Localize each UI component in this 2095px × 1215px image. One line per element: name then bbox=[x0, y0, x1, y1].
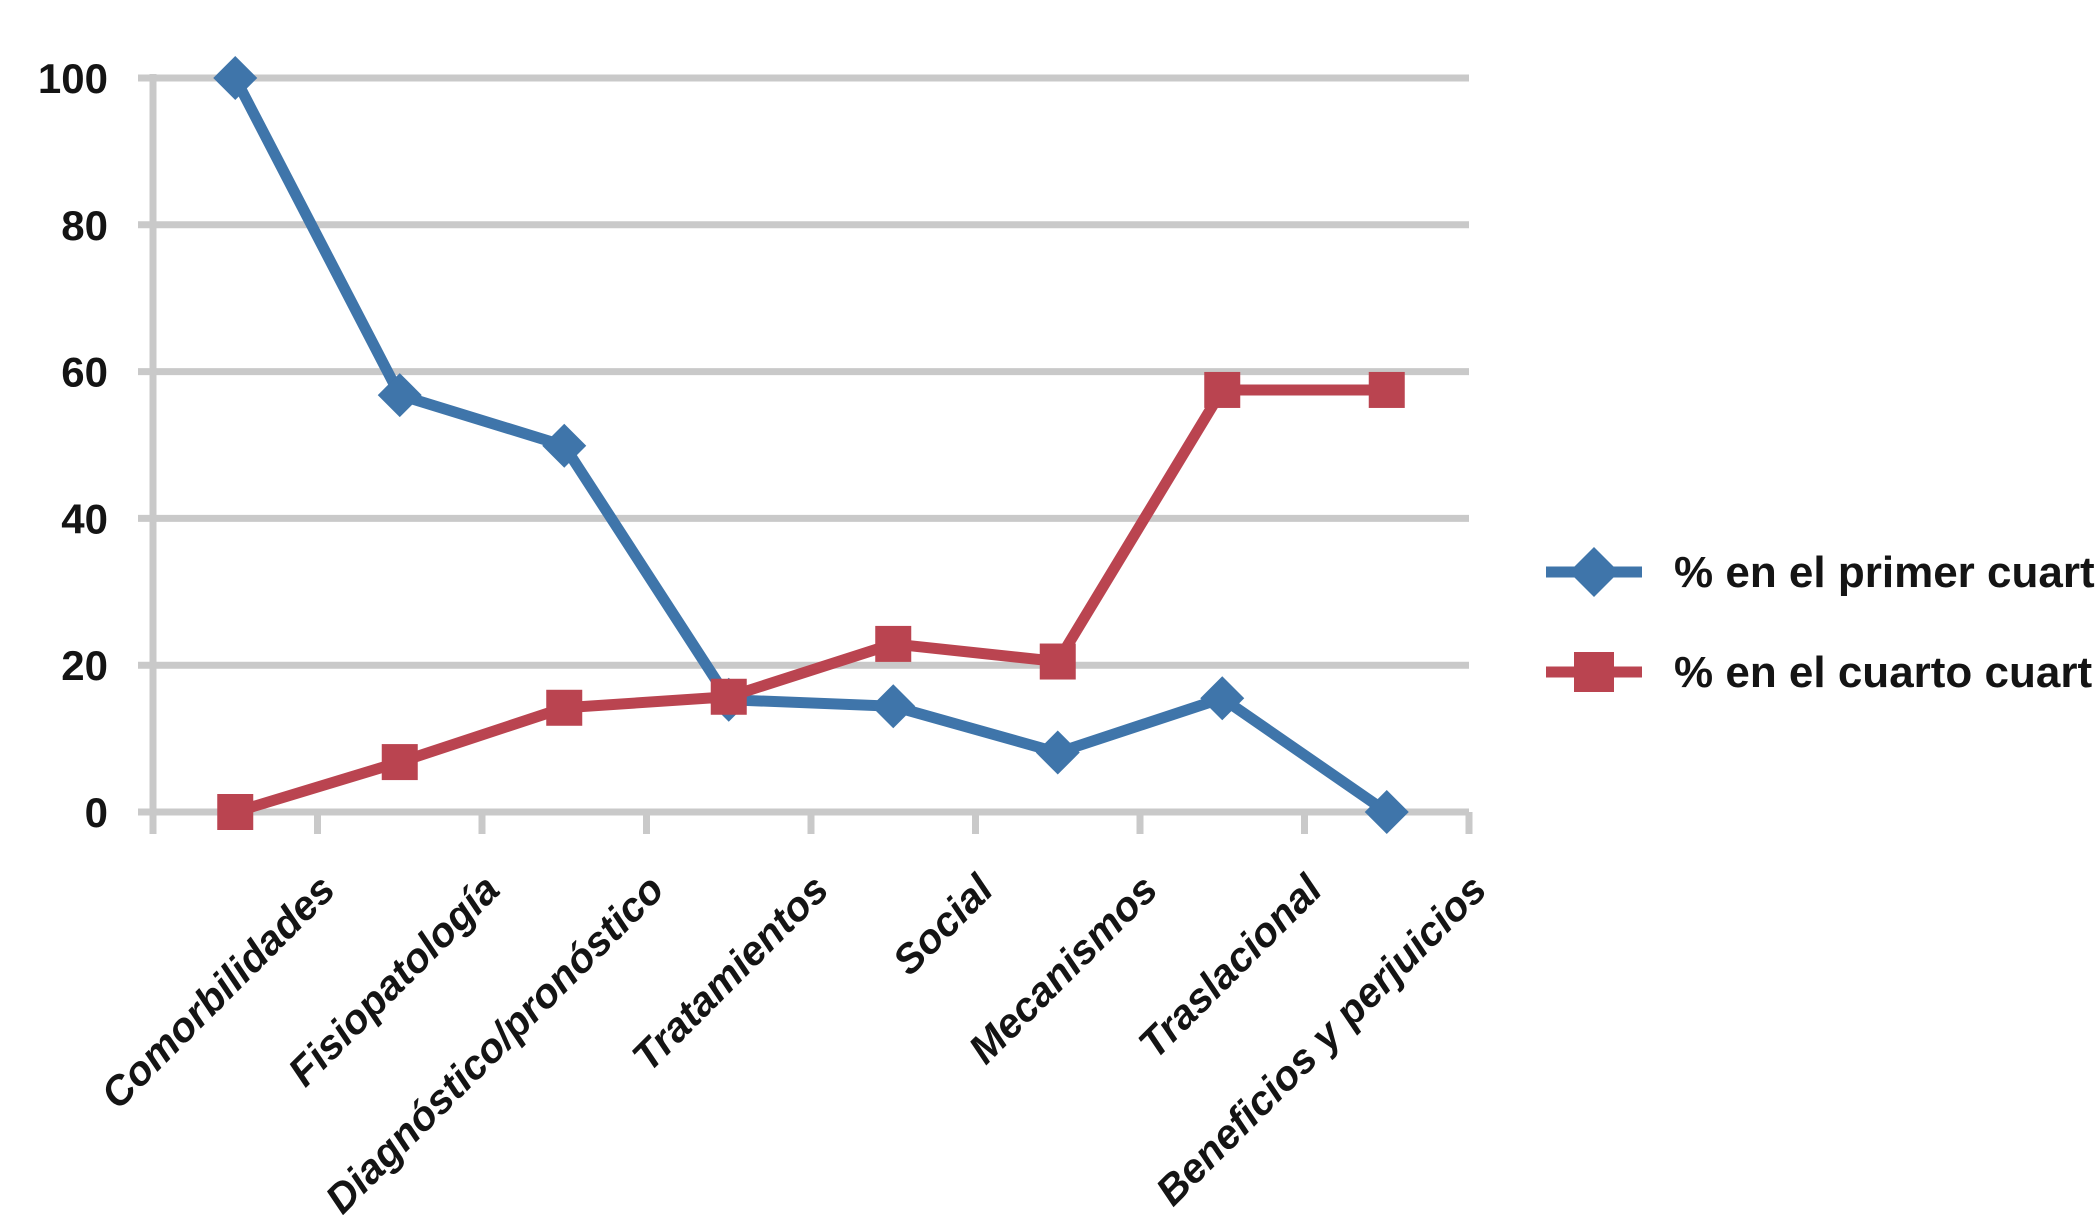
x-axis-category-label: Beneficios y perjuicios bbox=[1147, 866, 1495, 1214]
y-axis-tick-label: 100 bbox=[38, 55, 108, 102]
data-point-marker bbox=[875, 625, 912, 662]
data-point-marker bbox=[1039, 643, 1076, 680]
legend-label: % en el cuarto cuartil bbox=[1674, 648, 2095, 697]
legend-item: % en el cuarto cuartil bbox=[1546, 648, 2095, 697]
data-point-marker bbox=[1035, 730, 1080, 775]
series-line bbox=[233, 384, 1387, 818]
series-line bbox=[230, 75, 1390, 817]
y-axis-tick-label: 60 bbox=[61, 349, 108, 396]
data-point-marker bbox=[546, 689, 583, 726]
x-axis-category-label: Social bbox=[884, 865, 1003, 984]
diamond-marker-icon bbox=[1569, 547, 1619, 597]
legend-label: % en el primer cuartil bbox=[1674, 548, 2095, 597]
data-point-marker bbox=[1204, 371, 1241, 408]
y-axis-tick-label: 20 bbox=[61, 642, 108, 689]
x-axis-category-label: Diagnóstico/pronóstico bbox=[316, 866, 672, 1215]
data-point-marker bbox=[377, 373, 422, 418]
data-point-marker bbox=[542, 423, 587, 468]
square-marker-icon bbox=[1574, 652, 1614, 692]
data-point-marker bbox=[1368, 371, 1405, 408]
data-point-marker bbox=[710, 678, 747, 715]
data-point-marker bbox=[381, 744, 418, 781]
data-point-marker bbox=[217, 794, 254, 830]
y-axis-tick-label: 80 bbox=[61, 202, 108, 249]
y-axis-tick-label: 40 bbox=[61, 495, 108, 542]
data-point-marker bbox=[1200, 676, 1245, 721]
data-point-marker bbox=[213, 56, 258, 100]
data-point-marker bbox=[871, 684, 916, 729]
y-axis-tick-label: 0 bbox=[85, 789, 108, 836]
legend-item: % en el primer cuartil bbox=[1546, 547, 2095, 597]
data-point-marker bbox=[1364, 790, 1409, 834]
